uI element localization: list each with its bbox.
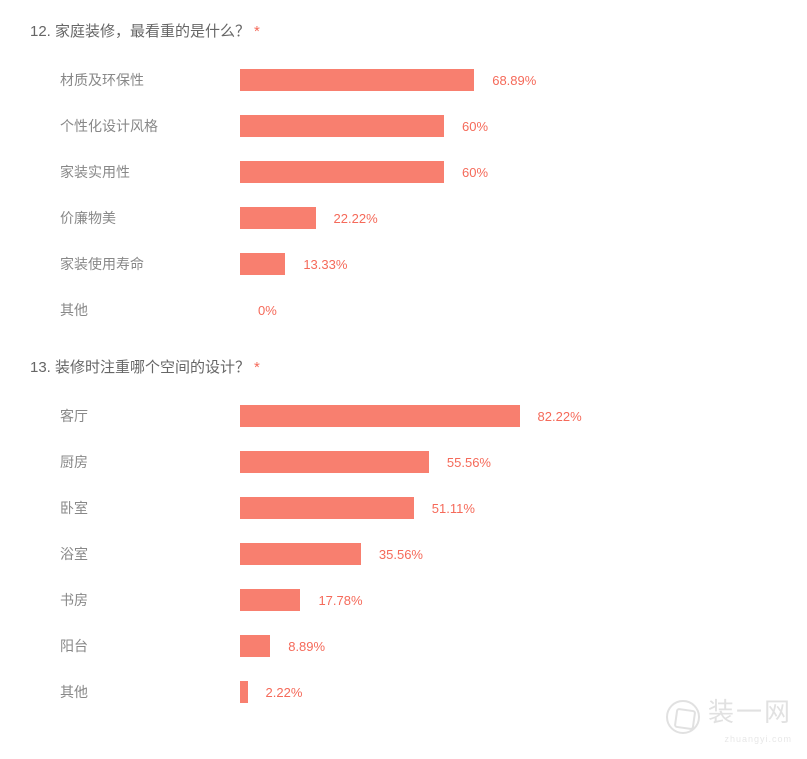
bar-row: 厨房 55.56% (30, 451, 777, 473)
bar-label: 其他 (60, 682, 240, 702)
bar-value: 35.56% (379, 547, 423, 562)
bar-fill (240, 681, 248, 703)
bar-value: 60% (462, 165, 488, 180)
bar-row: 价廉物美 22.22% (30, 207, 777, 229)
bar-value: 55.56% (447, 455, 491, 470)
required-asterisk-icon: * (254, 359, 260, 376)
bar-label: 家装实用性 (60, 162, 240, 182)
watermark-logo-icon (666, 700, 700, 734)
bar-fill (240, 451, 429, 473)
bar-label: 个性化设计风格 (60, 116, 240, 136)
question-number: 13. (30, 359, 51, 376)
bar-value: 68.89% (492, 73, 536, 88)
bar-row: 阳台 8.89% (30, 635, 777, 657)
bar-label: 阳台 (60, 636, 240, 656)
required-asterisk-icon: * (254, 23, 260, 40)
survey-results: 12. 家庭装修，最看重的是什么？*材质及环保性68.89%个性化设计风格60%… (30, 20, 777, 703)
bar-fill (240, 161, 444, 183)
bar-fill (240, 543, 361, 565)
bar-label: 价廉物美 (60, 208, 240, 228)
question-title: 12. 家庭装修，最看重的是什么？* (30, 20, 777, 41)
bar-row: 浴室 35.56% (30, 543, 777, 565)
bar-value: 60% (462, 119, 488, 134)
bar-value: 17.78% (318, 593, 362, 608)
bar-value: 22.22% (334, 211, 378, 226)
bar-label: 客厅 (60, 406, 240, 426)
bar-value: 0% (258, 303, 277, 318)
bar-fill (240, 589, 300, 611)
question-title: 13. 装修时注重哪个空间的设计？* (30, 356, 777, 377)
bar-value: 2.22% (266, 685, 303, 700)
bar-row: 家装使用寿命 13.33% (30, 253, 777, 275)
watermark-subtext: zhuangyi.com (666, 734, 792, 744)
bar-fill (240, 253, 285, 275)
bar-fill (240, 69, 474, 91)
bar-row: 其他 0% (30, 299, 777, 321)
bar-value: 51.11% (432, 501, 475, 516)
question-text: 装修时注重哪个空间的设计？ (55, 359, 250, 376)
bar-label: 家装使用寿命 (60, 254, 240, 274)
bar-label: 浴室 (60, 544, 240, 564)
bar-fill (240, 207, 316, 229)
bar-row: 客厅 82.22% (30, 405, 777, 427)
bar-fill (240, 635, 270, 657)
question-block: 12. 家庭装修，最看重的是什么？* 材质及环保性 68.89% 个性化设计风格 60%… (30, 20, 777, 321)
bar-row: 材质及环保性 68.89% (30, 69, 777, 91)
bar-value: 8.89% (288, 639, 325, 654)
bar-row: 个性化设计风格 60% (30, 115, 777, 137)
bar-label: 材质及环保性 (60, 70, 240, 90)
bar-value: 13.33% (303, 257, 347, 272)
bar-value: 82.22% (538, 409, 582, 424)
bar-fill (240, 497, 414, 519)
question-text: 家庭装修，最看重的是什么？ (55, 23, 250, 40)
bar-row: 卧室 51.11% (30, 497, 777, 519)
bar-label: 卧室 (60, 498, 240, 518)
bar-row: 其他 2.22% (30, 681, 777, 703)
bar-label: 其他 (60, 300, 240, 320)
question-number: 12. (30, 23, 51, 40)
bar-row: 书房 17.78% (30, 589, 777, 611)
question-block: 13. 装修时注重哪个空间的设计？* 客厅 82.22% 厨房 55.56% 卧室 51.1… (30, 356, 777, 703)
bar-row: 家装实用性 60% (30, 161, 777, 183)
bar-label: 书房 (60, 590, 240, 610)
bar-label: 厨房 (60, 452, 240, 472)
bar-fill (240, 405, 520, 427)
bar-fill (240, 115, 444, 137)
